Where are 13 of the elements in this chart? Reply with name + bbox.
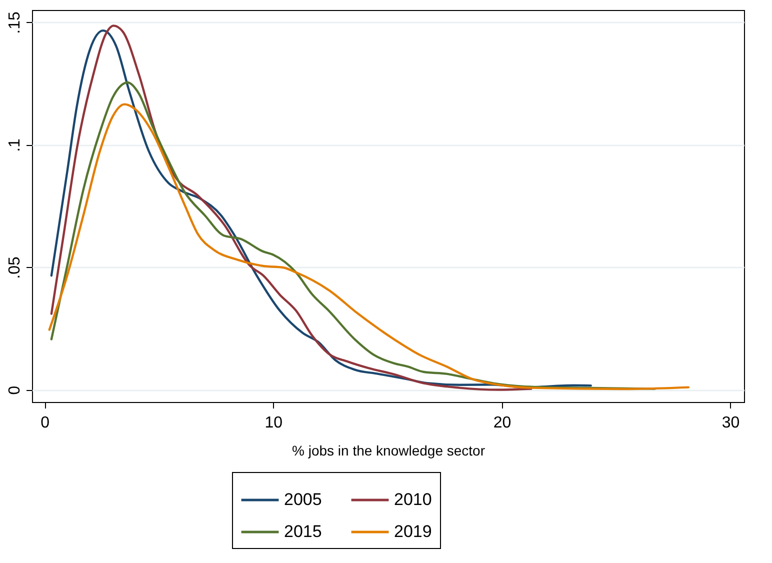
x-axis-title: % jobs in the knowledge sector	[292, 442, 486, 458]
x-tick-label: 30	[722, 414, 740, 432]
legend-label: 2015	[284, 522, 322, 541]
y-tick-label: .1	[6, 138, 24, 152]
y-tick-label: .15	[6, 12, 24, 34]
y-tick-label: 0	[6, 386, 24, 395]
y-tick-label: .05	[6, 256, 24, 279]
x-tick-label: 20	[493, 414, 512, 432]
legend-label: 2010	[394, 490, 432, 509]
legend-label: 2005	[284, 490, 322, 509]
legend-label: 2019	[394, 522, 432, 541]
x-tick-label: 10	[264, 414, 283, 432]
x-tick-label: 0	[40, 414, 50, 432]
